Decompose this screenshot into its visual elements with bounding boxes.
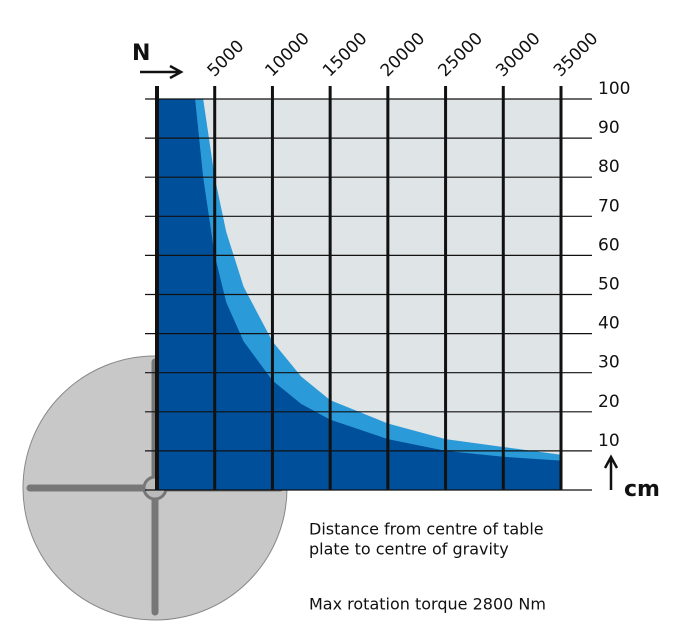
y-tick-label: 20 [598,392,620,412]
y-tick-label: 100 [598,79,630,99]
y-tick-label: 10 [598,431,620,451]
y-tick-label: 70 [598,196,620,216]
x-tick-label: 5000 [204,36,249,81]
x-tick-label: 15000 [319,29,371,81]
x-tick-label: 35000 [550,29,602,81]
x-axis-label: N [132,41,150,66]
x-tick-label: 20000 [377,29,429,81]
x-arrow [140,64,184,80]
note: Distance from centre of table [309,520,544,539]
area [157,99,561,490]
y-tick-label: 80 [598,157,620,177]
y-tick-label: 50 [598,275,620,295]
x-tick-label: 10000 [261,29,313,81]
note: plate to centre of gravity [309,540,509,559]
y-tick-label: 60 [598,235,620,255]
x-tick-label: 30000 [492,29,544,81]
y-tick-label: 90 [598,118,620,138]
note: Max rotation torque 2800 Nm [309,595,546,614]
y-tick-label: 40 [598,314,620,334]
y-tick-label: 30 [598,353,620,373]
x-tick-label: 25000 [435,29,487,81]
y-axis-label: cm [624,477,660,502]
y-arrow [603,454,619,490]
